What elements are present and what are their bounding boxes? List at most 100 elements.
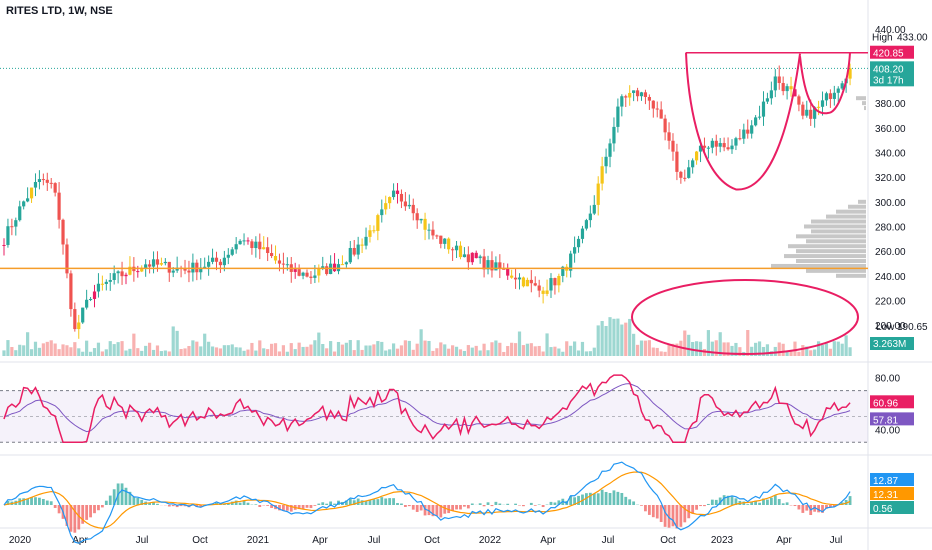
time-tick-label: Apr [72,535,88,546]
macd-histogram-bar [777,499,781,505]
candle-body [403,201,407,207]
candle-body [226,254,230,258]
volume-bar [706,330,710,356]
volume-bar [663,351,667,356]
macd-hist-text: 0.56 [873,504,893,515]
candle-body [848,68,852,79]
volume-bar [730,345,734,356]
volume-bar [643,340,648,356]
volume-bar [588,351,592,356]
volume-bar [746,330,750,356]
volume-bar [195,341,199,356]
macd-histogram-bar [317,503,321,505]
candle-body [124,274,128,277]
macd-histogram-bar [368,500,372,505]
rsi-signal-badge [870,412,914,426]
candle-body [840,83,844,89]
candle-body [785,86,789,92]
volume-bar [820,344,825,356]
candle-body [702,145,707,148]
candle-body [360,244,364,246]
volume-badge-text: 3.263M [873,339,906,350]
volume-bar [73,342,77,356]
volume-profile-bar [864,106,866,111]
macd-histogram-bar [360,500,364,505]
candle-body [399,193,404,202]
volume-bar [250,342,254,356]
macd-histogram-bar [466,505,470,509]
candle-body [655,108,659,110]
volume-profile-bar [836,209,866,214]
candle-body [667,132,671,141]
candle-body [797,96,801,105]
macd-histogram-bar [309,505,313,509]
candle-body [635,90,640,97]
macd-histogram-bar [703,505,706,507]
volume-bar [116,342,120,356]
volume-bar [37,347,42,356]
volume-bar [380,341,384,356]
macd-histogram-bar [769,497,773,505]
candle-body [742,129,746,139]
volume-bar [777,342,781,356]
candle-body [317,268,321,276]
volume-bar [171,326,175,356]
candle-body [246,240,250,242]
candle-body [510,275,514,278]
volume-profile-bar [856,96,866,101]
volume-bar [844,335,848,356]
candle-body [710,140,714,148]
macd-signal-badge [870,487,914,500]
macd-histogram-bar [714,499,718,505]
candle-body [120,271,124,277]
volume-bar [624,322,628,356]
macd-histogram-bar [427,505,431,516]
volume-bar [502,351,506,356]
volume-bar [140,350,144,356]
volume-bar [698,341,703,356]
macd-histogram-bar [242,500,246,505]
macd-histogram-bar [305,505,309,508]
volume-bar [203,333,207,356]
volume-profile-bar [771,263,866,268]
volume-profile-bar [806,239,866,244]
macd-histogram-bar [585,493,588,505]
price-tick-label: 300.00 [875,198,906,209]
volume-bar [53,343,57,356]
volume-bar [675,343,679,356]
volume-bar [647,340,651,356]
volume-bar [222,345,226,356]
macd-histogram-bar [266,505,270,506]
candle-body [92,291,97,299]
volume-bar [112,344,116,356]
volume-bar [474,345,478,356]
candle-body [195,262,199,273]
candle-body [726,147,730,150]
volume-bar [273,343,278,356]
macd-histogram-bar [38,497,41,505]
macd-value-badge [870,473,914,486]
candle-body [210,257,215,262]
candle-body [517,277,522,280]
volume-bar [801,345,805,356]
candle-body [332,263,337,272]
macd-histogram-bar [651,505,655,518]
macd-histogram-bar [726,495,730,505]
volume-bar [187,346,191,356]
candle-body [199,267,203,273]
volume-bar [714,340,718,356]
macd-histogram-bar [128,491,132,505]
candle-body [643,92,648,97]
volume-bar [671,343,675,356]
macd-histogram-bar [612,490,616,505]
volume-bar [513,343,518,356]
last-price-text: 408.20 [873,64,904,75]
price-tick-label: 260.00 [875,247,906,258]
macd-histogram-bar [655,505,659,519]
volume-bar [616,318,620,356]
volume-bar [238,347,242,356]
candle-body [218,261,223,266]
candle-body [698,145,703,152]
candle-body [234,244,238,250]
